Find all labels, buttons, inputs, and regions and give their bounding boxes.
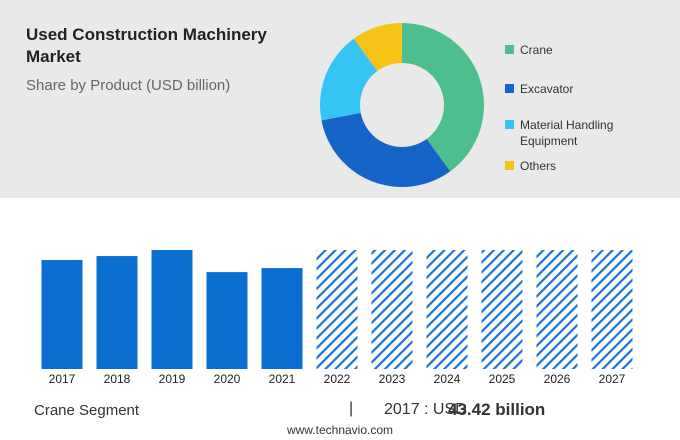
bar <box>206 272 248 369</box>
bar <box>426 250 468 369</box>
footer-value: 43.42 billion <box>448 400 546 419</box>
footer-prefix: 2017 : USD <box>384 401 467 418</box>
x-tick-label: 2024 <box>434 372 461 386</box>
legend-swatch <box>505 120 514 129</box>
x-tick-label: 2026 <box>544 372 571 386</box>
legend-swatch <box>505 45 514 54</box>
legend-label: Material Handling Equipment <box>520 118 614 148</box>
bar <box>261 268 303 369</box>
pie-slice <box>402 23 484 172</box>
x-tick-label: 2022 <box>324 372 351 386</box>
pie-slice <box>321 112 451 187</box>
bar <box>151 250 193 369</box>
x-tick-label: 2019 <box>159 372 186 386</box>
bar <box>316 250 358 369</box>
footer-segment: Crane Segment <box>34 402 140 419</box>
pie-slice <box>320 38 378 121</box>
bar <box>481 250 523 369</box>
bar <box>41 260 83 369</box>
pie-slice <box>353 23 402 72</box>
bar <box>96 256 138 369</box>
footer-separator: | <box>349 400 354 417</box>
bar <box>536 250 578 369</box>
chart-subtitle: Share by Product (USD billion) <box>26 77 231 94</box>
x-tick-label: 2025 <box>489 372 516 386</box>
legend-label: Others <box>520 159 557 173</box>
x-tick-label: 2017 <box>49 372 76 386</box>
source: www.technavio.com <box>286 423 394 437</box>
x-tick-label: 2021 <box>269 372 296 386</box>
legend-swatch <box>505 84 514 93</box>
legend-swatch <box>505 161 514 170</box>
legend-label: Crane <box>520 43 553 57</box>
x-tick-label: 2023 <box>379 372 406 386</box>
bar <box>591 250 633 369</box>
chart-title: Used Construction Machinery Market <box>26 25 267 66</box>
x-tick-label: 2020 <box>214 372 241 386</box>
x-tick-label: 2018 <box>104 372 131 386</box>
legend-label: Excavator <box>520 82 574 96</box>
x-tick-label: 2027 <box>599 372 626 386</box>
bar <box>371 250 413 369</box>
